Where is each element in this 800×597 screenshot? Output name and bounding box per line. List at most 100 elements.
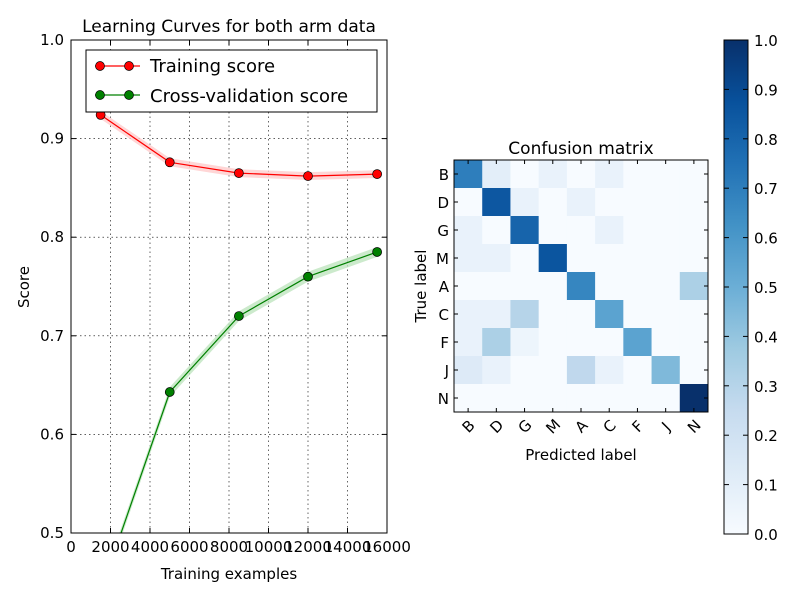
cm-x-tick-label: G xyxy=(515,416,536,437)
matrix-cell xyxy=(510,328,540,357)
colorbar-tick-label: 0.2 xyxy=(754,427,778,445)
cm-x-tick-label: F xyxy=(628,417,647,436)
data-point-cross-validation xyxy=(164,387,175,397)
data-point-training xyxy=(234,168,244,178)
matrix-cell xyxy=(454,160,483,189)
cm-x-tick-label: J xyxy=(657,419,674,436)
matrix-cell xyxy=(454,356,483,385)
colorbar-tick-label: 0.5 xyxy=(754,279,778,297)
matrix-cell xyxy=(679,356,709,385)
x-tick-label: 10000 xyxy=(245,538,293,556)
learning-curve-xlabel: Training examples xyxy=(160,565,298,583)
matrix-cell xyxy=(651,272,681,301)
matrix-cell xyxy=(651,328,681,357)
matrix-cell xyxy=(623,384,652,413)
legend-training-label: Training score xyxy=(149,56,275,77)
colorbar-tick-label: 0.8 xyxy=(754,131,778,149)
cm-x-tick-label: C xyxy=(600,416,620,436)
matrix-cell xyxy=(595,188,624,217)
cm-x-tick-label: M xyxy=(542,416,564,438)
matrix-cell xyxy=(482,160,511,189)
cm-y-tick-label: F xyxy=(440,334,449,352)
matrix-cell xyxy=(482,300,511,329)
matrix-cell xyxy=(679,216,709,245)
colorbar-tick-label: 0.3 xyxy=(754,378,778,396)
matrix-cell xyxy=(595,328,624,357)
cm-x-tick-label: B xyxy=(459,416,479,436)
matrix-cell xyxy=(510,272,540,301)
matrix-cell xyxy=(510,300,540,329)
cm-y-tick-label: B xyxy=(439,166,449,184)
matrix-cell xyxy=(566,160,596,189)
matrix-cell xyxy=(454,216,483,245)
matrix-cell xyxy=(538,384,568,413)
y-tick-label: 1.0 xyxy=(40,31,64,49)
y-tick-label: 0.6 xyxy=(40,425,64,443)
cm-y-tick-label: C xyxy=(439,306,449,324)
legend-box xyxy=(85,49,378,113)
matrix-cell xyxy=(623,216,652,245)
matrix-cell xyxy=(482,356,511,385)
matrix-cell xyxy=(595,384,624,413)
data-point-cross-validation xyxy=(234,311,244,321)
matrix-cell xyxy=(651,188,681,217)
matrix-cell xyxy=(651,384,681,413)
matrix-cell xyxy=(595,244,624,273)
x-tick-label: 16000 xyxy=(363,538,411,556)
learning-curve-legend: Training score Cross-validation score xyxy=(85,49,378,113)
cm-y-tick-label: D xyxy=(437,194,449,212)
matrix-cell xyxy=(482,244,511,273)
matrix-cell xyxy=(510,244,540,273)
matrix-cell xyxy=(454,188,483,217)
matrix-cell xyxy=(510,356,540,385)
matrix-cell xyxy=(679,188,709,217)
matrix-cell xyxy=(538,300,568,329)
matrix-cell xyxy=(538,216,568,245)
y-tick-label: 0.5 xyxy=(40,524,64,542)
matrix-cell xyxy=(651,160,681,189)
matrix-cell xyxy=(510,216,540,245)
colorbar-tick-label: 0.9 xyxy=(754,81,778,99)
legend-training-marker-left xyxy=(95,61,105,71)
legend-cv-label: Cross-validation score xyxy=(150,86,348,107)
matrix-cell xyxy=(679,160,709,189)
matrix-cell xyxy=(566,384,596,413)
matrix-cell xyxy=(651,356,681,385)
matrix-cell xyxy=(538,160,568,189)
matrix-cell xyxy=(679,328,709,357)
matrix-cell xyxy=(595,272,624,301)
data-point-training xyxy=(372,169,382,179)
confusion-matrix-ylabel: True label xyxy=(412,250,430,324)
matrix-cell xyxy=(510,384,540,413)
colorbar-tick-label: 0.1 xyxy=(754,477,778,495)
matrix-cell xyxy=(623,356,652,385)
matrix-cell xyxy=(510,188,540,217)
matrix-cell xyxy=(454,244,483,273)
cm-y-tick-label: N xyxy=(438,390,449,408)
matrix-cell xyxy=(566,300,596,329)
learning-curve-title: Learning Curves for both arm data xyxy=(82,17,376,37)
matrix-cell xyxy=(623,328,652,357)
learning-curve-ylabel: Score xyxy=(15,266,33,308)
matrix-cell xyxy=(651,216,681,245)
confusion-matrix-cells xyxy=(454,160,709,413)
matrix-cell xyxy=(482,384,511,413)
data-point-training xyxy=(164,157,175,168)
y-tick-label: 0.9 xyxy=(40,130,64,148)
cm-y-tick-label: A xyxy=(439,278,450,296)
confusion-matrix-xlabel: Predicted label xyxy=(525,446,636,464)
x-tick-label: 0 xyxy=(66,538,76,556)
learning-curve-points xyxy=(95,110,382,397)
x-tick-label: 12000 xyxy=(284,538,332,556)
colorbar-tick-label: 0.0 xyxy=(754,526,778,544)
matrix-cell xyxy=(623,272,652,301)
matrix-cell xyxy=(679,384,709,413)
x-tick-label: 8000 xyxy=(210,538,248,556)
matrix-cell xyxy=(538,272,568,301)
matrix-cell xyxy=(482,188,511,217)
matrix-cell xyxy=(566,244,596,273)
matrix-cell xyxy=(595,300,624,329)
y-tick-label: 0.8 xyxy=(40,228,64,246)
